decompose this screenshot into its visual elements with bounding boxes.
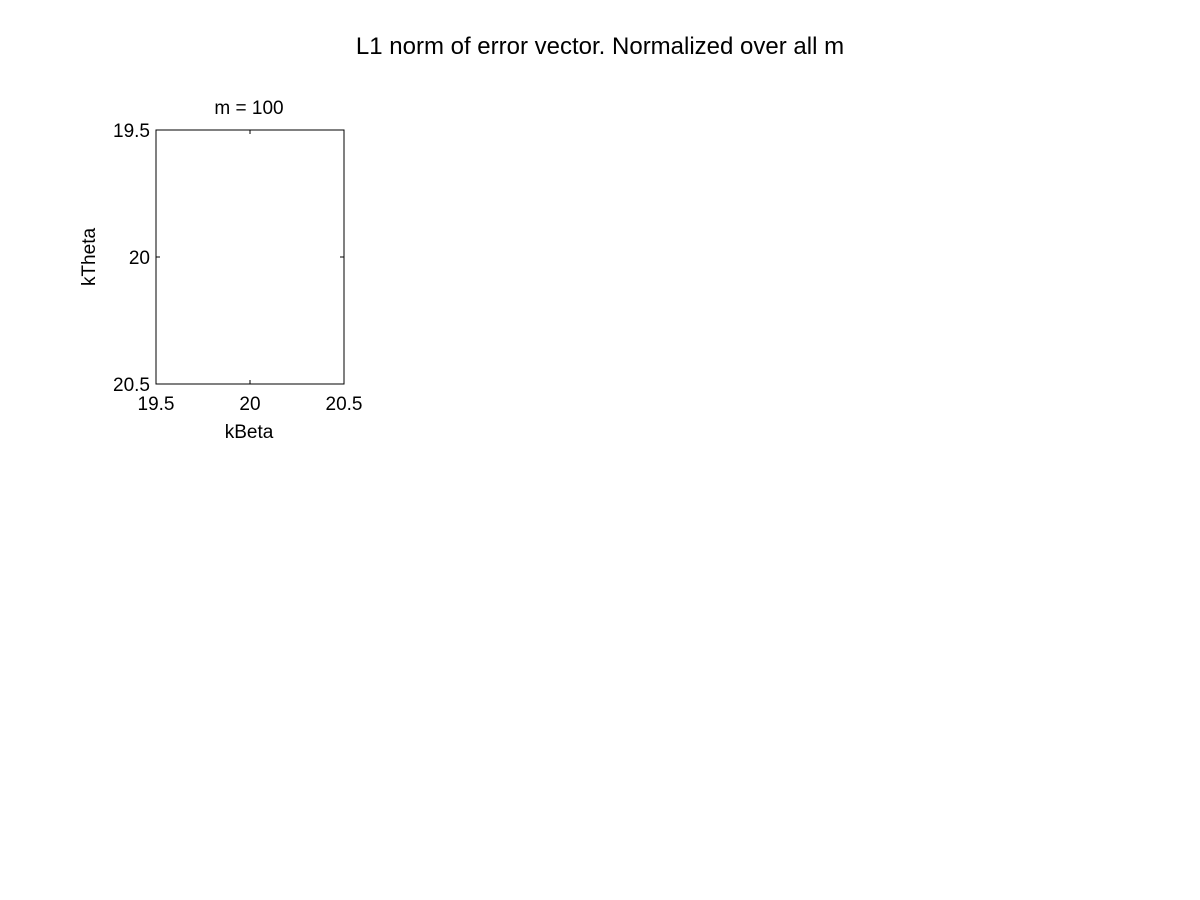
subplot-title: m = 100	[214, 98, 283, 119]
x-axis-label: kBeta	[225, 422, 274, 443]
plot-area	[155, 129, 345, 385]
x-tick-label: 20.5	[326, 394, 363, 415]
y-tick-label: 20	[129, 248, 150, 269]
y-axis-ticks: 19.5 20 20.5	[113, 121, 344, 396]
subplot: m = 100 19.5 20 20.5 19.5 20 20.5 kBeta kThe…	[79, 98, 362, 443]
y-tick-label: 19.5	[113, 121, 150, 142]
x-tick-label: 20	[239, 394, 260, 415]
y-tick-label: 20.5	[113, 375, 150, 396]
x-axis-ticks: 19.5 20 20.5	[138, 130, 363, 415]
y-axis-label: kTheta	[79, 228, 100, 287]
figure-title: L1 norm of error vector. Normalized over…	[356, 33, 844, 60]
x-tick-label: 19.5	[138, 394, 175, 415]
